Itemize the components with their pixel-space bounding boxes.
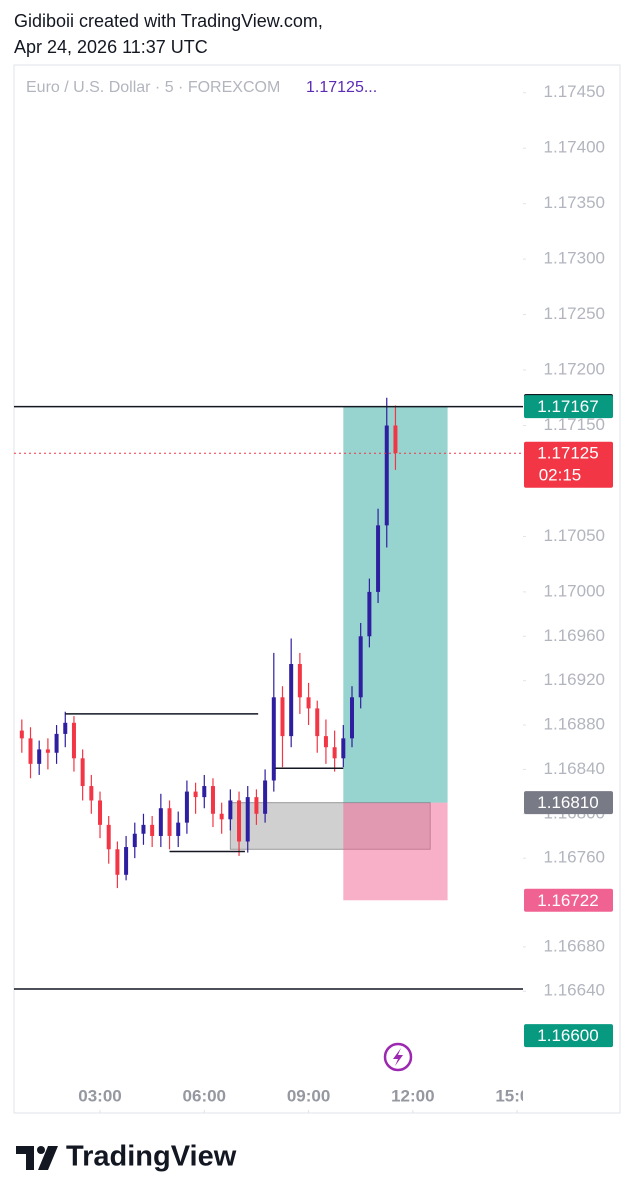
y-tick-label: 1.16760 (544, 848, 605, 867)
candle-body (332, 747, 337, 759)
legend-price: 1.17125... (306, 79, 377, 96)
candle-body (150, 824, 155, 836)
candle-body (45, 749, 50, 753)
y-tick-label: 1.17350 (544, 193, 605, 212)
candle-body (80, 758, 85, 787)
candle-body (89, 786, 94, 801)
x-tick-label: 06:00 (183, 1086, 226, 1105)
candle-body (393, 425, 398, 454)
y-tick-label: 1.17000 (544, 581, 605, 600)
candle-body (376, 525, 381, 592)
candle-body (358, 636, 363, 698)
candle-body (98, 800, 103, 825)
candle-body (297, 664, 302, 698)
candle-body (350, 697, 355, 739)
candle-body (237, 800, 242, 842)
y-tick-label: 1.17450 (544, 82, 605, 101)
candle-body (289, 664, 294, 737)
candle-body (19, 730, 24, 739)
candle-body (106, 824, 111, 850)
y-tick-label: 1.16920 (544, 670, 605, 689)
x-tick-label: 09:00 (287, 1086, 330, 1105)
countdown-label: 02:15 (539, 466, 582, 485)
y-tick-label: 1.17400 (544, 138, 605, 157)
candle-body (124, 847, 129, 875)
price-badge (524, 1024, 613, 1048)
y-tick-label: 1.16880 (544, 715, 605, 734)
chart-frame (13, 64, 621, 1114)
candle-body (280, 697, 285, 737)
y-tick-label: 1.17250 (544, 304, 605, 323)
candle-body (306, 697, 311, 709)
time-axis: 03:00 06:00 09:00 12:00 15:00 (78, 1086, 538, 1113)
candle-body (132, 833, 137, 848)
y-tick-label: 1.16960 (544, 626, 605, 645)
x-tick-label: 12:00 (391, 1086, 434, 1105)
candle-body (254, 797, 259, 814)
brand-name: TradingView (66, 1141, 237, 1173)
candle-body (184, 791, 189, 823)
y-tick-label: 1.17200 (544, 360, 605, 379)
candle-body (263, 780, 268, 814)
candle-body (176, 822, 181, 836)
x-tick-label: 03:00 (78, 1086, 121, 1105)
position-box (343, 802, 448, 901)
candle-body (271, 697, 276, 781)
y-tick-label: 1.16840 (544, 759, 605, 778)
candle-body (219, 813, 224, 820)
candle-body (367, 591, 372, 637)
price-badge-label: 1.16810 (537, 793, 598, 812)
price-badge-label: 1.16600 (537, 1026, 598, 1045)
position-box (343, 406, 448, 803)
price-badge (524, 395, 613, 419)
y-tick-label: 1.16680 (544, 936, 605, 955)
candle-body (28, 738, 33, 764)
candle-body (71, 722, 76, 759)
price-badge (524, 441, 613, 488)
plot (14, 397, 523, 990)
candle-body (193, 791, 198, 798)
price-axis: 1.17450 1.17400 1.17350 1.17300 1.17250 1.172… (523, 82, 613, 1048)
candle-body (245, 797, 250, 842)
candle-body (37, 749, 42, 764)
x-tick-label: 15:00 (495, 1086, 538, 1105)
replay-icon[interactable] (383, 1042, 413, 1072)
price-badge-label: 1.17125 (537, 444, 598, 463)
candle-body (315, 708, 320, 737)
candle-body (228, 800, 233, 820)
candle-body (323, 736, 328, 748)
price-badge-label: 1.16722 (537, 891, 598, 910)
brand-logo (16, 1146, 58, 1170)
candle-body (167, 808, 172, 836)
candle-body (158, 808, 163, 836)
candle-body (384, 425, 389, 526)
header-line: Gidiboii created with TradingView.com, (14, 11, 323, 31)
candle-body (63, 722, 68, 734)
y-tick-label: 1.17050 (544, 526, 605, 545)
candle-body (54, 733, 59, 753)
price-badge-label: 1.17167 (537, 397, 598, 416)
candle-body (210, 786, 215, 814)
candle-body (341, 738, 346, 759)
y-tick-label: 1.16640 (544, 981, 605, 1000)
y-tick-label: 1.17300 (544, 249, 605, 268)
y-tick-label: 1.17150 (544, 415, 605, 434)
candle-body (115, 849, 120, 875)
candle-body (202, 786, 207, 798)
price-badge (524, 888, 613, 912)
candle-body (141, 824, 146, 834)
header-line: Apr 24, 2026 11:37 UTC (14, 37, 208, 57)
symbol-title: Euro / U.S. Dollar · 5 · FOREXCOM (26, 79, 280, 96)
price-badge (524, 791, 613, 815)
